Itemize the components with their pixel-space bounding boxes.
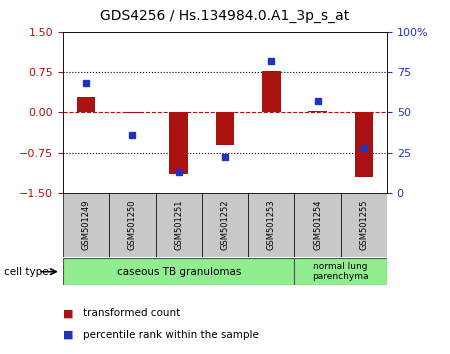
- Text: GSM501253: GSM501253: [267, 199, 276, 250]
- Text: ■: ■: [63, 330, 73, 339]
- Text: GSM501251: GSM501251: [174, 200, 183, 250]
- Text: ■: ■: [63, 308, 73, 318]
- Text: GDS4256 / Hs.134984.0.A1_3p_s_at: GDS4256 / Hs.134984.0.A1_3p_s_at: [100, 9, 350, 23]
- Bar: [109, 193, 156, 257]
- Bar: [156, 193, 202, 257]
- Text: caseous TB granulomas: caseous TB granulomas: [117, 267, 241, 277]
- Bar: [77, 97, 95, 113]
- Text: GSM501250: GSM501250: [128, 200, 137, 250]
- Bar: [308, 111, 327, 113]
- Text: GSM501249: GSM501249: [81, 200, 90, 250]
- Text: GSM501252: GSM501252: [220, 200, 230, 250]
- Bar: [294, 258, 387, 285]
- Bar: [294, 193, 341, 257]
- Text: transformed count: transformed count: [83, 308, 180, 318]
- Bar: [341, 193, 387, 257]
- Bar: [262, 71, 280, 113]
- Bar: [248, 193, 294, 257]
- Bar: [170, 113, 188, 174]
- Text: GSM501254: GSM501254: [313, 200, 322, 250]
- Bar: [63, 258, 294, 285]
- Bar: [216, 113, 234, 144]
- Bar: [202, 193, 248, 257]
- Bar: [63, 193, 109, 257]
- Bar: [123, 113, 142, 114]
- Bar: [355, 113, 373, 177]
- Text: normal lung
parenchyma: normal lung parenchyma: [312, 262, 369, 281]
- Text: cell type: cell type: [4, 267, 49, 277]
- Text: percentile rank within the sample: percentile rank within the sample: [83, 330, 259, 339]
- Text: GSM501255: GSM501255: [360, 200, 369, 250]
